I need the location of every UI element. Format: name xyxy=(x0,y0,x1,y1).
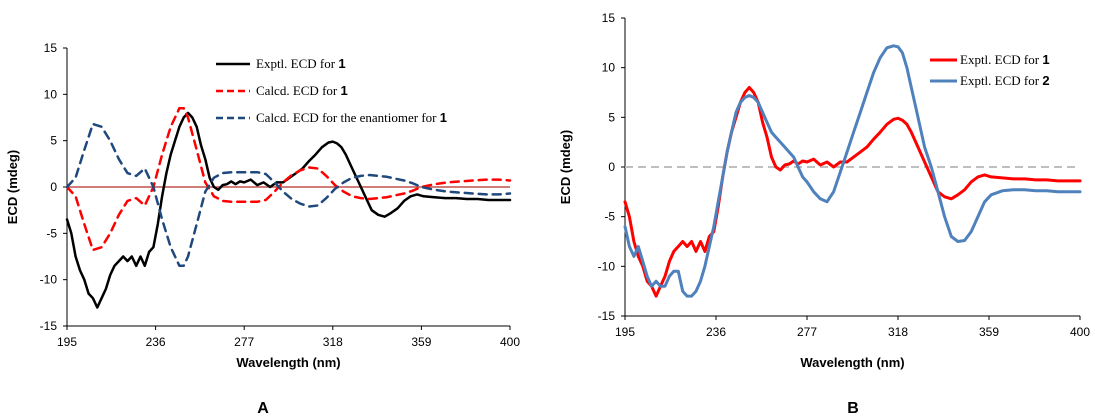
y-axis-label: ECD (mdeg) xyxy=(558,130,573,204)
legend-label: Exptl. ECD for 1 xyxy=(256,56,346,71)
y-tick-label: 15 xyxy=(602,11,616,25)
y-axis-label: ECD (mdeg) xyxy=(5,150,20,224)
y-tick-label: -15 xyxy=(40,319,58,333)
x-axis-label: Wavelength (nm) xyxy=(800,355,904,370)
x-tick-label: 400 xyxy=(500,335,520,349)
y-tick-label: 0 xyxy=(608,160,615,174)
series-line-2 xyxy=(65,106,512,252)
x-tick-label: 359 xyxy=(411,335,431,349)
legend-compound-number: 1 xyxy=(340,83,347,98)
x-tick-label: 236 xyxy=(146,335,166,349)
y-tick-label: -10 xyxy=(40,273,58,287)
y-tick-label: 10 xyxy=(602,61,616,75)
y-tick-label: 15 xyxy=(44,41,58,55)
y-tick-label: -15 xyxy=(598,309,616,323)
legend-compound-number: 2 xyxy=(1042,73,1049,88)
panel-label: B xyxy=(847,400,859,417)
legend-compound-number: 1 xyxy=(440,110,447,125)
y-tick-label: -5 xyxy=(46,226,57,240)
y-tick-label: 0 xyxy=(50,180,57,194)
panel-label: A xyxy=(257,400,269,417)
series-line-1 xyxy=(623,86,1082,298)
y-tick-label: 5 xyxy=(608,110,615,124)
y-tick-label: 10 xyxy=(44,87,58,101)
legend-label: Exptl. ECD for 1 xyxy=(960,52,1050,67)
x-tick-label: 318 xyxy=(888,325,908,339)
x-tick-label: 318 xyxy=(323,335,343,349)
legend-compound-number: 1 xyxy=(1042,52,1049,67)
legend-label: Calcd. ECD for 1 xyxy=(256,83,348,98)
x-tick-label: 195 xyxy=(57,335,77,349)
legend-label: Calcd. ECD for the enantiomer for 1 xyxy=(256,110,447,125)
x-tick-label: 400 xyxy=(1070,325,1090,339)
y-tick-label: -5 xyxy=(604,210,615,224)
x-tick-label: 277 xyxy=(797,325,817,339)
y-tick-label: -10 xyxy=(598,259,616,273)
series-line-3 xyxy=(65,122,512,268)
y-tick-label: 5 xyxy=(50,134,57,148)
x-axis-label: Wavelength (nm) xyxy=(236,355,340,370)
x-tick-label: 359 xyxy=(979,325,999,339)
chart-panel-a: -15 -10 -5 0 5 10 15 195 236 277 318 359 400 Waveleng… xyxy=(5,41,520,417)
chart-panel-b: -15 -10 -5 0 5 10 15 195 236 277 318 359 400 Waveleng… xyxy=(558,11,1090,417)
x-tick-label: 277 xyxy=(234,335,254,349)
x-tick-label: 236 xyxy=(706,325,726,339)
legend-compound-number: 1 xyxy=(338,56,345,71)
x-tick-label: 195 xyxy=(615,325,635,339)
series-line-2 xyxy=(623,44,1082,298)
legend-label: Exptl. ECD for 2 xyxy=(960,73,1050,88)
series-line-1 xyxy=(65,111,512,309)
